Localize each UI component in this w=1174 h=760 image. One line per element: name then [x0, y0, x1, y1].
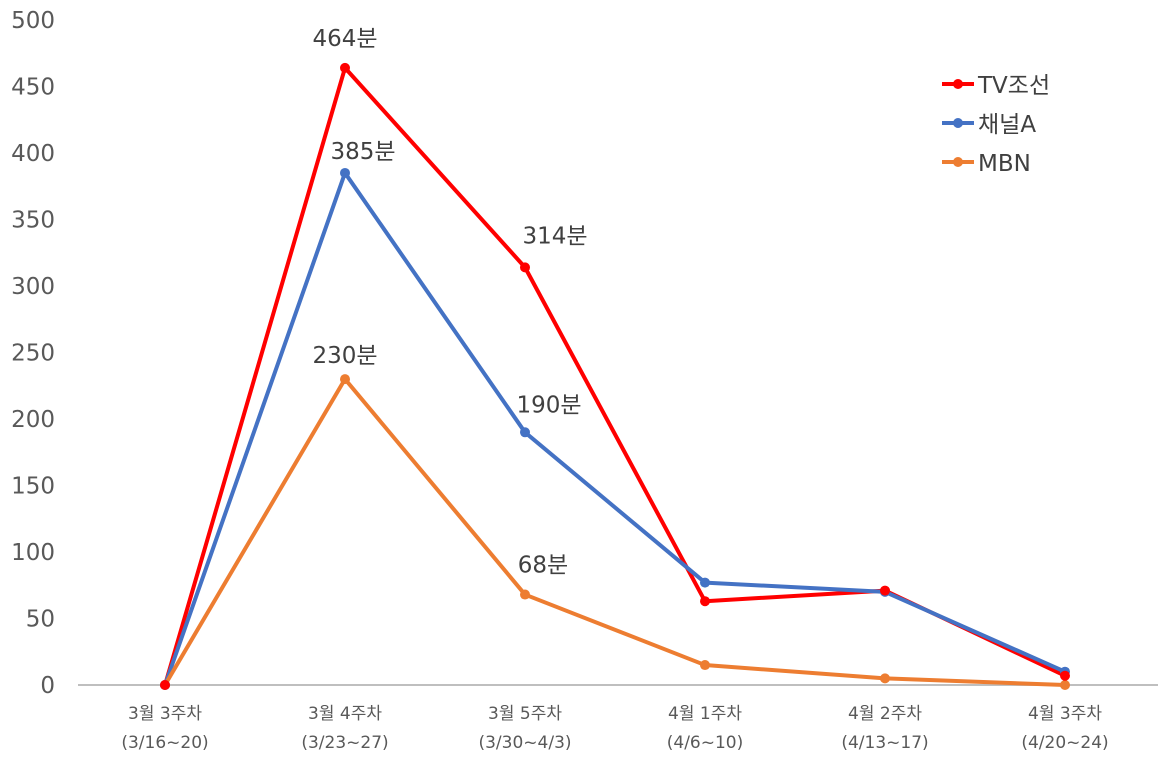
data-point-1-2	[520, 427, 530, 438]
y-tick-label: 200	[11, 407, 55, 433]
series-line-0	[163, 65, 1066, 686]
data-point-0-3	[700, 596, 710, 607]
data-point-0-2	[520, 262, 530, 273]
legend-marker-2	[953, 157, 963, 167]
y-tick-label: 150	[11, 474, 55, 500]
y-tick-label: 50	[26, 607, 55, 633]
legend-label: MBN	[978, 151, 1031, 177]
data-label: 190분	[516, 392, 581, 418]
data-point-0-0	[160, 680, 170, 690]
x-tick-label: 3월 4주차	[308, 704, 382, 724]
y-tick-label: 250	[11, 341, 55, 367]
data-point-2-2	[520, 589, 530, 600]
data-point-1-1	[340, 167, 350, 178]
x-tick-label: (3/30~4/3)	[478, 733, 571, 753]
data-label: 385분	[330, 139, 395, 165]
y-tick-label: 300	[11, 274, 55, 300]
data-point-2-3	[700, 660, 710, 671]
legend-marker-0	[953, 79, 963, 89]
y-tick-label: 0	[40, 673, 55, 699]
data-label: 68분	[518, 553, 568, 579]
x-tick-label: 4월 2주차	[848, 704, 922, 724]
data-point-0-1	[340, 62, 350, 73]
y-tick-label: 500	[11, 8, 55, 34]
data-point-2-5	[1060, 680, 1070, 690]
data-label: 464분	[312, 26, 377, 52]
data-label: 314분	[522, 223, 587, 249]
legend-label: TV조선	[977, 73, 1050, 99]
legend-marker-1	[953, 118, 963, 128]
data-point-0-5	[1060, 670, 1070, 681]
data-point-1-3	[700, 577, 710, 588]
x-tick-label: (3/16~20)	[121, 733, 208, 753]
y-tick-label: 450	[11, 75, 55, 101]
data-point-2-4	[880, 673, 890, 684]
x-tick-label: (3/23~27)	[301, 733, 388, 753]
x-tick-label: 4월 1주차	[668, 704, 742, 724]
y-tick-label: 100	[11, 540, 55, 566]
x-tick-label: 3월 5주차	[488, 704, 562, 724]
x-tick-label: 3월 3주차	[128, 704, 202, 724]
data-label: 230분	[312, 343, 377, 369]
legend-label: 채널A	[978, 112, 1036, 138]
series-line-2	[163, 377, 1066, 687]
data-point-2-1	[340, 374, 350, 385]
x-tick-label: (4/6~10)	[667, 733, 744, 753]
y-tick-label: 400	[11, 141, 55, 167]
x-tick-label: 4월 3주차	[1028, 704, 1102, 724]
series-line-1	[163, 170, 1066, 686]
data-point-0-4	[880, 585, 890, 596]
x-tick-label: (4/20~24)	[1021, 733, 1108, 753]
x-tick-label: (4/13~17)	[841, 733, 928, 753]
y-tick-label: 350	[11, 208, 55, 234]
